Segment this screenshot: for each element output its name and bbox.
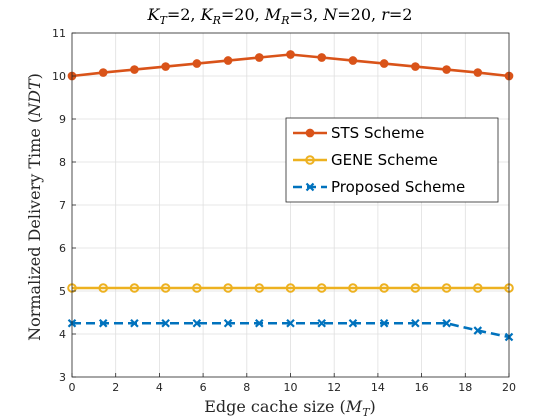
legend-marker [305, 155, 315, 165]
x-axis-ticks: 0 2 4 6 8 10 12 14 16 18 20 [69, 373, 516, 394]
data-point-gene-scheme [254, 283, 265, 293]
data-point-proposed-scheme [130, 318, 139, 328]
data-point-sts-scheme [161, 62, 170, 71]
data-point-proposed-scheme [473, 326, 483, 335]
y-tick-label: 5 [59, 285, 66, 298]
chart-title: KT=2, KR=20, MR=3, N=20, r=2 [147, 5, 413, 27]
x-tick-label: 2 [112, 381, 119, 394]
x-axis-title: Edge cache size (MT) [204, 397, 376, 419]
legend-label: GENE Scheme [331, 151, 438, 169]
data-point-gene-scheme [129, 283, 140, 293]
data-point-proposed-scheme [98, 318, 108, 328]
data-point-sts-scheme [254, 53, 264, 62]
data-point-gene-scheme [379, 283, 389, 293]
x-tick-label: 20 [502, 381, 516, 394]
y-tick-label: 8 [59, 156, 66, 169]
data-point-gene-scheme [98, 283, 109, 293]
data-point-sts-scheme [442, 65, 451, 74]
legend-marker [305, 182, 315, 192]
data-point-gene-scheme [472, 283, 483, 293]
data-point-gene-scheme [285, 283, 296, 293]
y-tick-label: 7 [59, 199, 66, 212]
data-point-proposed-scheme [411, 318, 420, 328]
data-point-sts-scheme [192, 59, 202, 68]
data-point-sts-scheme [411, 62, 420, 71]
x-tick-label: 8 [243, 381, 250, 394]
data-point-gene-scheme [316, 283, 327, 293]
x-tick-label: 18 [458, 381, 472, 394]
data-point-sts-scheme [317, 53, 327, 62]
data-point-proposed-scheme [348, 318, 358, 328]
data-point-proposed-scheme [379, 318, 389, 328]
data-point-proposed-scheme [161, 318, 170, 328]
data-point-sts-scheme [286, 50, 295, 59]
x-tick-label: 0 [69, 381, 76, 394]
data-point-proposed-scheme [286, 318, 295, 328]
y-tick-label: 4 [59, 328, 66, 341]
data-point-proposed-scheme [442, 318, 451, 328]
data-point-sts-scheme [223, 56, 233, 65]
x-tick-label: 14 [371, 381, 385, 394]
data-point-gene-scheme [348, 283, 358, 293]
legend-label: STS Scheme [331, 124, 424, 142]
x-tick-label: 6 [200, 381, 207, 394]
legend-entry-gene-scheme: GENE Scheme [293, 151, 438, 169]
data-point-sts-scheme [473, 68, 483, 77]
y-axis-ticks: 3 4 5 6 7 8 9 10 11 [52, 27, 76, 384]
series-proposed-scheme [67, 318, 514, 342]
y-tick-label: 3 [59, 371, 66, 384]
data-point-sts-scheme [379, 59, 389, 68]
x-tick-label: 4 [156, 381, 163, 394]
data-point-proposed-scheme [317, 318, 326, 328]
series-layer [67, 50, 514, 342]
data-point-gene-scheme [192, 283, 202, 293]
data-point-gene-scheme [441, 283, 452, 293]
data-point-gene-scheme [160, 283, 171, 293]
y-tick-label: 6 [59, 242, 66, 255]
data-point-proposed-scheme [192, 318, 202, 328]
data-point-sts-scheme [130, 65, 139, 74]
data-point-gene-scheme [223, 283, 233, 293]
y-tick-label: 11 [52, 27, 66, 40]
series-sts-scheme [67, 50, 514, 81]
data-point-proposed-scheme [223, 318, 233, 328]
x-tick-label: 16 [415, 381, 429, 394]
data-point-gene-scheme [410, 283, 421, 293]
legend-entry-sts-scheme: STS Scheme [293, 124, 424, 142]
data-point-proposed-scheme [255, 318, 264, 328]
legend: STS Scheme GENE Scheme Proposed Scheme [285, 117, 499, 203]
legend-marker [305, 128, 315, 138]
x-tick-label: 12 [327, 381, 341, 394]
y-axis-title: Normalized Delivery Time (NDT) [25, 73, 44, 341]
data-point-sts-scheme [98, 68, 108, 77]
data-point-sts-scheme [348, 56, 358, 65]
legend-entry-proposed-scheme: Proposed Scheme [293, 178, 465, 196]
y-tick-label: 10 [52, 70, 66, 83]
legend-label: Proposed Scheme [331, 178, 465, 196]
x-tick-label: 10 [284, 381, 298, 394]
y-tick-label: 9 [59, 113, 66, 126]
